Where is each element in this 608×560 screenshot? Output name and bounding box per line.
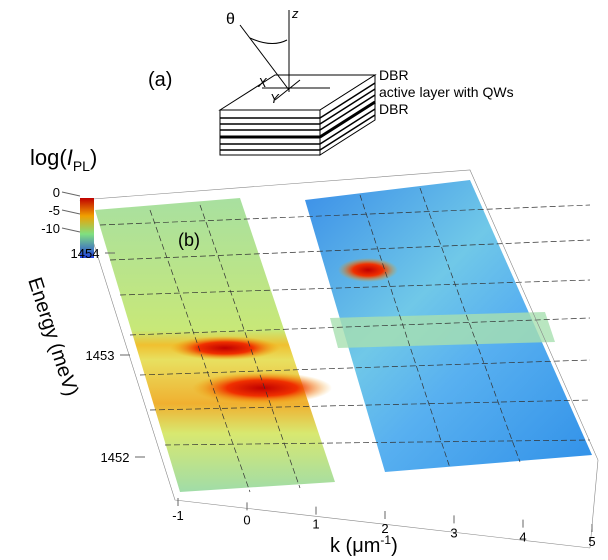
y-label: Y — [270, 91, 280, 106]
y-tick-label: 1453 — [86, 348, 115, 363]
x-tick-label: 0 — [243, 512, 250, 527]
z-axis-title: log(IPL) — [30, 145, 97, 174]
panel-label: (b) — [178, 230, 200, 250]
layer-label: DBR — [379, 101, 409, 117]
x-tick-label: 4 — [519, 530, 526, 545]
surface-right — [305, 180, 592, 472]
theta-label: θ — [226, 11, 235, 28]
x-tick-label: 3 — [450, 525, 457, 540]
sample-diagram — [220, 10, 375, 155]
y-tick-label: 1454 — [71, 246, 100, 261]
x-tick-label: 2 — [381, 521, 388, 536]
x-label: X — [257, 75, 268, 90]
z-tick-label: -10 — [41, 221, 60, 236]
layer-label: DBR — [379, 67, 409, 83]
z-tick — [62, 210, 80, 214]
z-tick-label: 0 — [53, 185, 60, 200]
x-axis-title: k (μm-1) — [330, 533, 398, 557]
x-tick-label: 5 — [588, 534, 595, 549]
x-tick-label: 1 — [312, 517, 319, 532]
x-tick-label: -1 — [172, 508, 184, 523]
z-tick — [62, 192, 80, 196]
figure: (a) θ z X Y DBR active layer with QWs DB… — [0, 0, 608, 560]
y-tick-label: 1452 — [101, 450, 130, 465]
y-axis-title: Energy (meV) — [23, 275, 82, 399]
z-tick-label: -5 — [48, 203, 60, 218]
z-tick — [62, 228, 80, 232]
layer-label: active layer with QWs — [379, 84, 514, 100]
panel-label: (a) — [148, 69, 172, 91]
surface-left — [95, 198, 335, 492]
z-label: z — [291, 6, 299, 21]
